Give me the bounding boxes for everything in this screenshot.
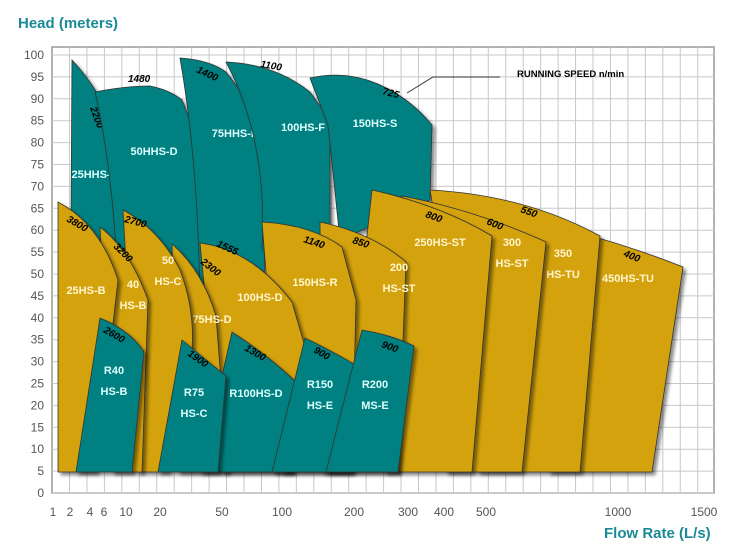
y-tick-label: 35 [31,333,45,347]
region-label: 50 [162,255,174,267]
y-tick-label: 70 [31,179,45,193]
region-label: HS-ST [383,283,416,295]
x-tick-label: 1000 [605,505,632,519]
region-label: 100HS-D [237,292,282,304]
region-shape [75,317,145,473]
region-label: HS-B [101,386,128,398]
y-tick-label: 65 [31,201,45,215]
region-label: HS-E [307,400,333,412]
region-label: 25HHS-C [71,169,118,181]
region-label: HS-TU [546,269,580,281]
region-label: 150HS-R [292,277,337,289]
y-tick-label: 85 [31,114,45,128]
region-label: HS-C [181,408,208,420]
running-speed-annotation: RUNNING SPEED n/min [406,69,624,94]
region-label: R200 [362,379,388,391]
y-tick-label: 60 [31,223,45,237]
region-label: R75 [184,387,204,399]
pump-regions: 25HHS-C220050HHS-D148075HHS-E1400100HS-F… [57,57,684,473]
region-100hs-f: 100HS-F 1100 [225,59,331,251]
x-ticks: 1 2 4 6 10 20 50 100 200 300 400 500 1000 1500 [50,505,718,519]
x-tick-label: 20 [153,505,167,519]
y-tick-label: 30 [31,355,45,369]
x-tick-label: 10 [119,505,133,519]
y-tick-label: 50 [31,267,45,281]
region-label: HS-ST [496,258,529,270]
x-tick-label: 1500 [691,505,718,519]
speed-label: 850 [351,235,371,251]
y-tick-label: 15 [31,420,45,434]
region-label: 250HS-ST [414,237,466,249]
y-tick-label: 95 [31,70,45,84]
x-tick-label: 6 [101,505,108,519]
y-tick-label: 45 [31,289,45,303]
region-label: R40 [104,365,124,377]
region-label: 450HS-TU [602,273,654,285]
y-tick-label: 40 [31,311,45,325]
y-tick-label: 20 [31,398,45,412]
y-tick-label: 90 [31,92,45,106]
speed-label: 1480 [128,74,151,85]
x-tick-label: 200 [344,505,364,519]
region-shape [157,339,227,473]
region-label: 75HHS-E [212,128,258,140]
y-tick-label: 100 [24,48,44,62]
y-tick-label: 10 [31,442,45,456]
speed-label: 725 [381,86,400,101]
region-label: 300 [503,237,521,249]
x-tick-label: 400 [434,505,454,519]
x-tick-label: 2 [67,505,74,519]
y-axis-title: Head (meters) [18,15,118,32]
region-label: HS-C [155,276,182,288]
y-tick-label: 80 [31,136,45,150]
region-label: HS-B [120,300,147,312]
x-tick-label: 500 [476,505,496,519]
y-tick-label: 25 [31,377,45,391]
region-label: 200 [390,262,408,274]
region-label: 100HS-F [281,122,325,134]
y-tick-label: 55 [31,245,45,259]
region-label: 25HS-B [66,285,105,297]
x-tick-label: 100 [272,505,292,519]
x-tick-label: 1 [50,505,57,519]
region-label: 350 [554,248,572,260]
y-tick-label: 0 [37,486,44,500]
y-tick-label: 75 [31,158,45,172]
x-tick-label: 4 [87,505,94,519]
x-tick-label: 300 [398,505,418,519]
region-label: R100HS-D [229,388,282,400]
region-shape [325,329,415,473]
region-label: R150 [307,379,333,391]
region-label: 150HS-S [353,118,398,130]
annotation-leader-line [406,76,500,94]
annotation-label: RUNNING SPEED n/min [517,69,624,80]
region-label: MS-E [361,400,389,412]
x-tick-label: 50 [215,505,229,519]
speed-label: 1100 [259,59,283,74]
y-tick-label: 5 [37,464,44,478]
region-label: 50HHS-D [130,146,177,158]
region-shape [225,61,331,251]
region-label: 40 [127,279,139,291]
y-ticks: 0 5 10 15 20 25 30 35 40 45 50 55 60 65 70 75 80 85 90 95 10… [24,48,44,500]
x-axis-title: Flow Rate (L/s) [604,525,711,542]
region-label: 75HS-D [192,314,231,326]
